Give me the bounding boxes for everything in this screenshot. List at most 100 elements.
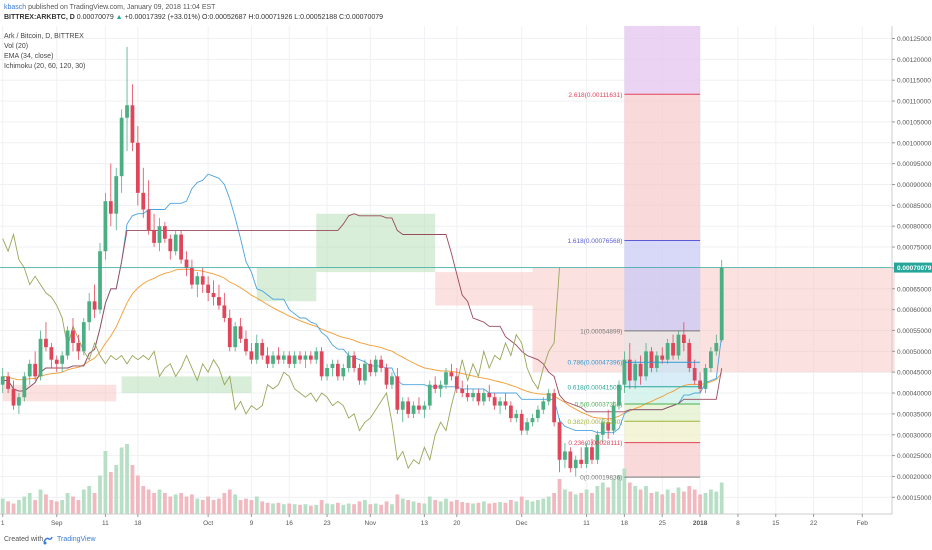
price-label-box [894,262,932,273]
volume-bar [233,494,238,514]
volume-bar [411,501,416,514]
price-tick-label: 0.00020000 [897,474,932,481]
author-link[interactable]: kbasch [4,4,27,11]
time-tick-label: Sep [51,520,63,527]
fib-band [624,442,701,478]
candle-body [460,388,465,394]
volume-bar [135,475,140,514]
volume-bar [622,468,627,514]
time-tick-label: 25 [659,520,667,527]
time-axis: 1 Sep 11 18 Oct 9 16 23 Nov 13 20 Dec 11 18 25 2018 8 15 2… [0,513,892,527]
candle-body [238,326,243,339]
candle-body [227,317,232,348]
candle-body [487,393,492,398]
candle-body [563,451,567,460]
candle-body [341,368,346,377]
candle-body [103,201,108,252]
volume-bar [703,493,708,514]
volume-bar [17,500,21,514]
volume-bar [363,500,367,514]
price-tick-label: 0.00090000 [897,182,932,189]
volume-bar [546,496,551,514]
time-tick-label: 8 [736,520,740,527]
volume-bar [314,504,319,514]
volume-bar [444,498,448,514]
volume-bar [190,494,194,514]
volume-bar [217,498,221,514]
price-tick-label: 0.00110000 [897,99,931,106]
candle-body [200,276,205,285]
candle-body [17,397,21,406]
volume-bar [44,494,48,514]
time-tick-label: 15 [772,520,780,527]
price-tick-label: 0.00085000 [897,203,932,210]
candle-body [173,234,178,252]
volume-bar [108,472,113,514]
volume-bar [676,487,681,514]
time-tick-label: Dec [516,520,528,527]
time-tick-label: 23 [323,520,331,527]
chart-legend: Ark / Bitcoin, D, BITTREX Vol (20) EMA (… [4,33,85,70]
candle-body [357,368,362,381]
candle-body [119,117,124,177]
volume-bar [460,502,465,514]
candle-body [384,368,389,385]
price-tick-label: 0.00065000 [897,286,932,293]
price-tick-label: 0.00050000 [897,349,932,356]
volume-bar [671,493,675,514]
cloud-segment [256,267,317,302]
candle-body [719,267,724,341]
volume-bar [454,500,459,514]
price-chart[interactable]: 2.618(0.00111631) 1.618(0.00076568) 1(0.00… [0,26,932,532]
volume-bar [541,498,546,514]
price-label: 0.00070079 [897,265,932,272]
volume-bar [390,504,394,514]
tradingview-link[interactable]: TradingView [57,536,96,543]
volume-bar [508,500,513,514]
candle-body [6,376,11,389]
candle-body [152,230,156,243]
volume-bar [638,489,643,514]
volume-bar [292,504,297,514]
candle-body [146,209,151,231]
volume-bar [379,504,384,514]
volume-bar [530,501,535,514]
price-tick-label: 0.00125000 [897,36,932,43]
candle-body [611,405,616,431]
price-tick-label: 0.00100000 [897,140,932,147]
price-change: +0.00017392 (+33.01%) [124,14,201,21]
volume-bar [54,501,59,514]
volume-bar [206,496,211,514]
candle-body [11,388,16,406]
volume-bar [319,500,324,514]
candle-body [190,267,194,285]
time-tick-label: 22 [810,520,818,527]
candle-body [168,238,173,252]
candle-body [519,413,524,431]
symbol-label: BITTREX:ARKBTC, D [4,14,75,21]
volume-bar [222,493,227,514]
volume-bar [709,489,713,514]
volume-bar [200,500,205,514]
price-tick-label: 0.00080000 [897,224,932,231]
volume-bar [487,503,492,514]
candle-body [254,342,259,360]
candle-body [330,363,335,369]
candle-body [71,330,75,343]
created-with-label: Created with [4,536,44,543]
time-tick-label: Feb [857,520,869,527]
volume-bar [33,500,38,514]
fibonacci-levels: 2.618(0.00111631) 1.618(0.00076568) 1(0.00… [567,92,701,482]
candle-body [530,418,535,423]
volume-bar [249,500,254,514]
volume-bar [341,504,346,514]
price-tick-label: 0.00015000 [897,495,932,502]
candle-body [660,355,665,360]
fibonacci-zone [624,26,701,478]
candle-body [206,284,211,293]
candle-body [287,355,292,364]
chart-header: kbasch published on TradingView.com, Jan… [0,0,932,28]
candle-body [276,355,281,360]
candle-body [373,359,378,373]
volume-bars [0,444,724,514]
